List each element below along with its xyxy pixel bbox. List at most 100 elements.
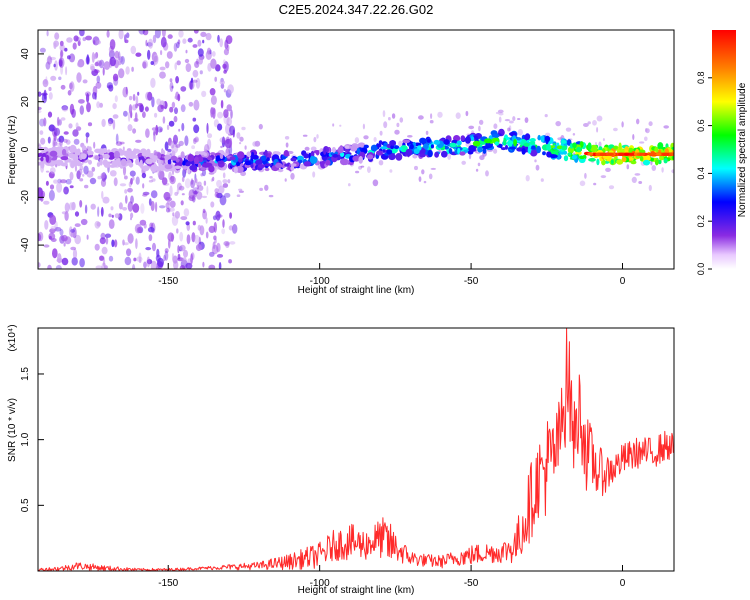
ridge-blob <box>96 162 101 167</box>
noise-speckle <box>160 50 163 56</box>
ridge-blob <box>413 148 420 155</box>
noise-speckle <box>227 84 234 94</box>
ridge-blob <box>650 157 654 162</box>
noise-speckle <box>87 122 93 127</box>
x-tick-label: -100 <box>310 578 330 589</box>
background-speckle <box>535 164 540 171</box>
ridge-blob <box>223 153 229 157</box>
ridge-blob <box>561 145 568 151</box>
noise-speckle <box>101 118 106 128</box>
noise-speckle <box>105 236 109 245</box>
background-speckle <box>398 140 403 147</box>
noise-speckle <box>129 95 133 101</box>
background-speckle <box>360 165 365 168</box>
noise-speckle <box>97 175 102 180</box>
noise-speckle <box>113 177 118 187</box>
noise-speckle <box>72 129 79 137</box>
ridge-blob <box>376 150 383 156</box>
ridge-blob <box>255 159 263 166</box>
ridge-blob <box>315 150 320 156</box>
noise-speckle <box>153 55 158 63</box>
background-speckle <box>430 167 437 170</box>
ridge-blob <box>499 144 503 148</box>
noise-speckle <box>114 95 118 103</box>
noise-speckle <box>103 61 111 70</box>
ridge-blob <box>152 163 158 172</box>
ridge-blob <box>663 158 668 164</box>
noise-speckle <box>188 80 195 90</box>
noise-speckle <box>59 229 64 236</box>
noise-speckle <box>150 61 155 65</box>
ridge-blob <box>393 145 400 150</box>
background-speckle <box>389 169 393 173</box>
noise-speckle <box>68 202 75 211</box>
noise-speckle <box>206 185 209 196</box>
ridge-blob <box>80 153 87 160</box>
background-speckle <box>430 113 433 119</box>
ridge-blob <box>610 159 614 165</box>
ridge-blob <box>109 164 116 168</box>
noise-speckle <box>164 141 169 151</box>
ridge-blob <box>505 145 508 150</box>
noise-speckle <box>94 243 100 251</box>
noise-speckle <box>192 220 196 226</box>
noise-speckle <box>193 124 200 134</box>
noise-speckle <box>113 239 118 248</box>
ridge-blob <box>402 139 411 144</box>
ridge-blob <box>409 143 414 150</box>
noise-speckle <box>124 39 129 44</box>
noise-speckle <box>99 255 105 261</box>
background-speckle <box>632 134 635 140</box>
noise-speckle <box>130 212 134 219</box>
noise-speckle <box>55 142 62 147</box>
background-speckle <box>63 138 68 143</box>
y-tick-label: 1.5 <box>20 367 31 381</box>
noise-speckle <box>220 99 224 109</box>
background-speckle <box>193 138 197 145</box>
noise-speckle <box>223 89 227 93</box>
background-speckle <box>196 185 199 190</box>
noise-speckle <box>194 234 200 244</box>
ridge-blob <box>352 155 361 162</box>
noise-speckle <box>208 264 216 269</box>
ridge-blob <box>464 136 471 144</box>
noise-speckle <box>122 86 129 98</box>
ridge-blob <box>589 144 598 153</box>
colorbar-ticks: 0.0 0.2 0.4 0.6 0.8 <box>696 72 712 275</box>
noise-speckle <box>177 93 181 102</box>
noise-speckle <box>38 91 42 97</box>
ridge-blob <box>264 167 270 172</box>
noise-speckle <box>68 53 76 63</box>
ridge-blob <box>426 138 431 143</box>
ridge-blob <box>323 147 327 155</box>
noise-speckle <box>73 35 79 42</box>
background-speckle <box>302 134 308 137</box>
noise-speckle <box>58 135 65 143</box>
noise-speckle <box>50 75 57 81</box>
ridge-blob <box>472 140 481 147</box>
noise-speckle <box>136 227 142 233</box>
ridge-blob <box>513 138 517 147</box>
ridge-blob <box>529 148 538 157</box>
noise-speckle <box>111 214 114 218</box>
ridge-blob <box>356 147 361 155</box>
noise-speckle <box>210 58 217 69</box>
noise-speckle <box>176 41 180 49</box>
noise-speckle <box>180 216 188 221</box>
noise-speckle <box>94 69 100 74</box>
noise-speckle <box>195 243 202 252</box>
noise-speckle <box>73 138 80 145</box>
background-speckle <box>593 182 597 186</box>
background-speckle <box>241 126 246 131</box>
noise-speckle <box>145 39 148 47</box>
noise-speckle <box>142 111 146 118</box>
ridge-blob <box>229 156 236 161</box>
ridge-blob <box>237 157 243 163</box>
ridge-blob <box>236 161 240 167</box>
noise-speckle <box>210 201 215 208</box>
noise-speckle <box>205 217 208 224</box>
noise-speckle <box>124 256 132 266</box>
ridge-blob <box>337 146 344 154</box>
noise-speckle <box>83 165 89 175</box>
noise-speckle <box>79 178 84 182</box>
